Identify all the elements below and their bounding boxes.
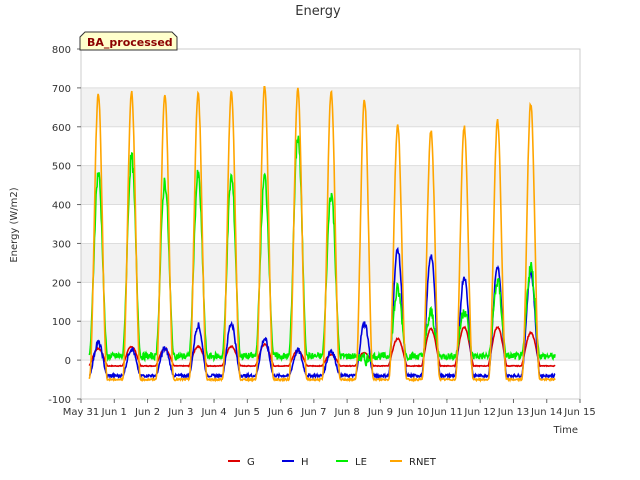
x-tick-label: Jun 14: [530, 407, 563, 418]
series-line-le: [88, 135, 556, 367]
y-tick-label: 400: [52, 201, 71, 212]
x-tick-label: Jun 2: [134, 407, 160, 418]
grid-band: [81, 243, 580, 283]
y-axis: -100 0 100 200 300 400 500 600 700 800: [48, 45, 81, 406]
plot-frame: [80, 48, 581, 400]
y-tick-label: 100: [52, 317, 71, 328]
x-tick-label: Jun 11: [430, 407, 463, 418]
y-tick-label: 500: [52, 162, 71, 173]
series-layer: [88, 86, 556, 383]
x-tick-label: Jun 13: [497, 407, 530, 418]
x-tick-label: Jun 6: [267, 407, 293, 418]
x-tick-label: Jun 5: [234, 407, 260, 418]
badge-box: [79, 31, 178, 51]
badge-label: BA_processed: [87, 36, 173, 49]
y-tick-label: 600: [52, 123, 71, 134]
legend-label-rnet: RNET: [409, 457, 437, 468]
y-tick-label: 200: [52, 278, 71, 289]
y-tick-label: -100: [48, 395, 71, 406]
x-tick-label: Jun 8: [334, 407, 360, 418]
badge: BA_processed: [79, 31, 178, 51]
legend-label-le: LE: [355, 457, 367, 468]
grid-band: [81, 204, 580, 244]
x-tick-label: Jun 10: [397, 407, 430, 418]
legend-label-h: H: [301, 457, 309, 468]
x-axis: May 31 Jun 1 Jun 2 Jun 3 Jun 4 Jun 5 Jun 6 Jun …: [63, 399, 596, 418]
y-tick-label: 300: [52, 239, 71, 250]
x-tick-label: Jun 4: [200, 407, 226, 418]
chart-title: Energy: [295, 4, 341, 19]
legend-label-g: G: [247, 457, 255, 468]
y-tick-label: 800: [52, 45, 71, 56]
x-tick-label: Jun 3: [167, 407, 193, 418]
y-axis-title: Energy (W/m2): [9, 187, 20, 262]
x-tick-label: Jun 9: [367, 407, 393, 418]
x-axis-title: Time: [553, 425, 578, 436]
x-tick-label: Jun 12: [463, 407, 496, 418]
x-tick-label: Jun 15: [563, 407, 596, 418]
y-tick-label: 700: [52, 84, 71, 95]
grid-band: [81, 360, 580, 399]
x-tick-label: Jun 1: [101, 407, 127, 418]
y-tick-label: 0: [65, 356, 71, 367]
x-tick-label: Jun 7: [300, 407, 326, 418]
legend: G H LE RNET: [228, 457, 437, 468]
series-line-rnet: [88, 86, 556, 383]
x-tick-label: May 31: [63, 407, 100, 418]
grid-band: [81, 49, 580, 88]
grid-band: [81, 282, 580, 322]
grid-band: [81, 126, 580, 166]
